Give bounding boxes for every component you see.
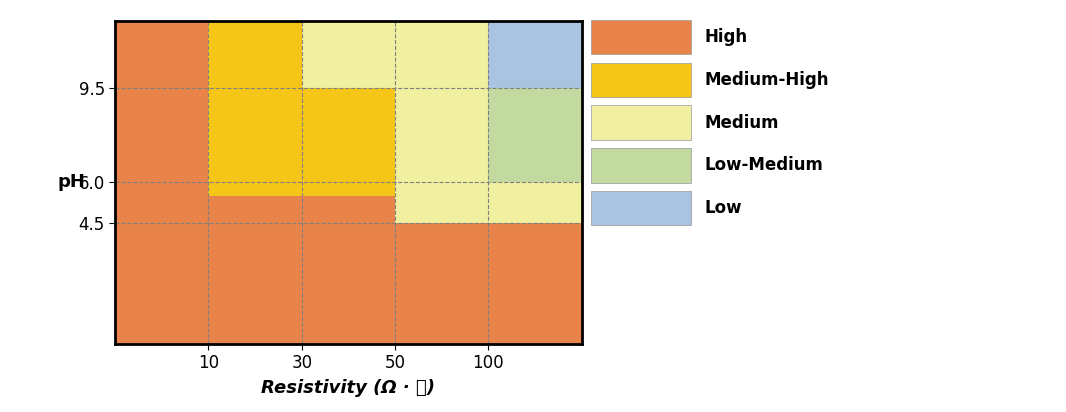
- Bar: [488, 89, 582, 183]
- Bar: [302, 196, 395, 344]
- Legend: High, Medium-High, Medium, Low-Medium, Low: High, Medium-High, Medium, Low-Medium, L…: [586, 15, 835, 230]
- Bar: [395, 223, 488, 344]
- Bar: [209, 89, 302, 196]
- Bar: [488, 21, 582, 89]
- Y-axis label: pH: pH: [58, 173, 85, 192]
- Bar: [302, 21, 395, 89]
- Bar: [115, 21, 209, 344]
- X-axis label: Resistivity (Ω · ｍ): Resistivity (Ω · ｍ): [261, 379, 435, 397]
- Bar: [488, 183, 582, 223]
- Bar: [209, 21, 302, 89]
- Bar: [209, 196, 302, 344]
- Bar: [302, 89, 395, 196]
- Bar: [395, 21, 488, 223]
- Bar: [488, 223, 582, 344]
